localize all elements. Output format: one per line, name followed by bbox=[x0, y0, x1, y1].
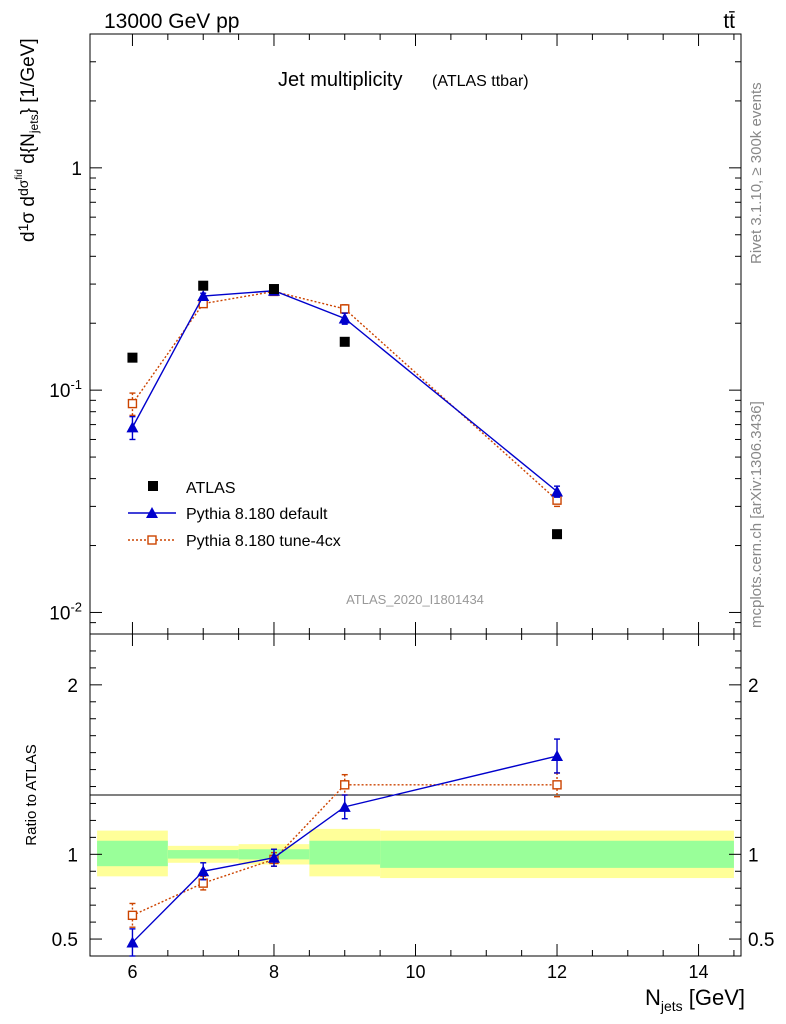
analysis-label: ATLAS_2020_I1801434 bbox=[346, 592, 484, 607]
main-atlas-point bbox=[127, 352, 138, 363]
ratio-band-inner bbox=[167, 850, 239, 859]
ratio-band-inner bbox=[380, 840, 734, 868]
svg-text:d1σ ddσfid d{Njets} [1/GeV]: d1σ ddσfid d{Njets} [1/GeV] bbox=[14, 38, 41, 242]
ratio-default-point bbox=[267, 851, 280, 863]
ratio-panel: 6 8 10 12 140.5 0.51 12 2 Ratio to ATLAS Njets … bbox=[23, 633, 774, 1014]
x-tick-label: 6 bbox=[127, 962, 137, 982]
main-y-tick-label: 1 bbox=[71, 159, 82, 180]
main-atlas-point bbox=[268, 284, 279, 295]
legend: ATLAS Pythia 8.180 default Pythia 8.180 … bbox=[128, 480, 341, 550]
ratio-default-point bbox=[551, 750, 564, 762]
ratio-y-tick-label-right: 0.5 bbox=[748, 930, 774, 951]
chart-title: Jet multiplicity bbox=[278, 69, 402, 91]
mcplots-label: mcplots.cern.ch [arXiv:1306.3436] bbox=[748, 401, 765, 628]
main-tune-4cx-series-line bbox=[131, 290, 558, 501]
ratio-y-axis-label: Ratio to ATLAS bbox=[23, 744, 40, 845]
ratio-band-inner bbox=[97, 840, 168, 867]
x-tick-label: 12 bbox=[547, 962, 567, 982]
legend-default-label: Pythia 8.180 default bbox=[186, 506, 328, 523]
ratio-default-point bbox=[338, 800, 351, 812]
rivet-label: Rivet 3.1.10, ≥ 300k events bbox=[748, 82, 765, 264]
main-panel: Jet multiplicity (ATLAS ttbar) ATLAS_202… bbox=[14, 33, 742, 635]
x-tick-label: 8 bbox=[269, 962, 279, 982]
main-y-axis-label: d1σ ddσfid d{Njets} [1/GeV] bbox=[14, 38, 41, 242]
ratio-tune-4cx-point bbox=[552, 780, 562, 790]
ratio-default-point bbox=[126, 936, 139, 948]
ratio-default-point bbox=[197, 865, 210, 877]
main-default-point bbox=[197, 290, 210, 302]
legend-default-marker bbox=[146, 507, 158, 518]
legend-4cx-marker bbox=[147, 535, 157, 545]
main-default-point bbox=[551, 485, 564, 497]
x-tick-label: 10 bbox=[405, 962, 425, 982]
main-y-tick-label: 10-1 bbox=[49, 377, 82, 402]
ratio-y-tick-label: 0.5 bbox=[52, 930, 78, 951]
header-right: tt̄ bbox=[723, 10, 735, 33]
svg-text:Njets [GeV]: Njets [GeV] bbox=[645, 985, 745, 1014]
ratio-y-tick-label-right: 2 bbox=[748, 676, 759, 697]
header-left: 13000 GeV pp bbox=[104, 10, 239, 33]
ratio-y-tick-label-right: 1 bbox=[748, 845, 759, 866]
x-tick-label: 14 bbox=[689, 962, 709, 982]
main-default-point bbox=[126, 421, 139, 433]
legend-atlas-marker bbox=[148, 481, 158, 491]
x-axis-label: Njets [GeV] bbox=[645, 985, 745, 1014]
main-atlas-point bbox=[198, 280, 209, 291]
main-tune-4cx-point bbox=[127, 398, 138, 409]
ratio-y-tick-label: 1 bbox=[67, 845, 78, 866]
main-y-tick-label: 10-2 bbox=[49, 599, 82, 624]
ratio-tune-4cx-point bbox=[340, 780, 350, 790]
main-atlas-point bbox=[339, 336, 350, 347]
legend-4cx-label: Pythia 8.180 tune-4cx bbox=[186, 533, 341, 550]
legend-atlas-label: ATLAS bbox=[186, 480, 236, 497]
main-default-point bbox=[338, 312, 351, 324]
ratio-tune-4cx-point bbox=[127, 910, 138, 921]
main-atlas-point bbox=[552, 529, 563, 540]
main-tune-4cx-point bbox=[340, 304, 350, 314]
ratio-y-tick-label: 2 bbox=[67, 676, 78, 697]
chart-subtitle: (ATLAS ttbar) bbox=[432, 73, 529, 90]
ratio-band-inner bbox=[309, 840, 381, 865]
